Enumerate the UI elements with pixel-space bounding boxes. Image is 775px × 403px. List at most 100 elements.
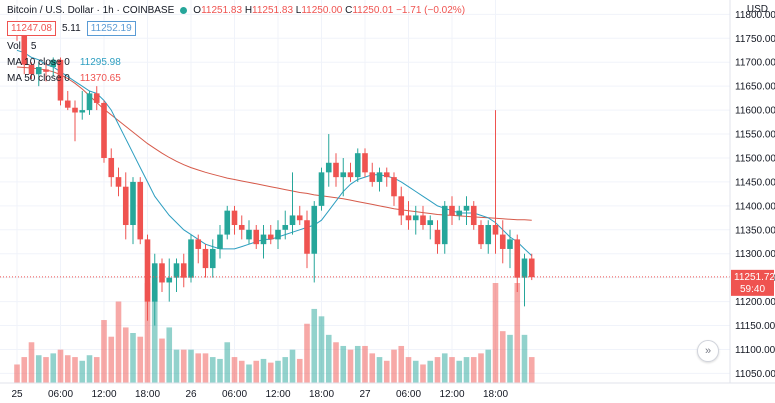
volume-bar [521, 334, 528, 383]
volume-bar [209, 357, 216, 383]
volume-bar [21, 357, 28, 383]
price-axis: 11800.00 11750.00 11700.00 11650.00 11600.00… [735, 10, 775, 380]
volume-bar [347, 349, 354, 383]
time-tick-label: 25 [11, 389, 23, 400]
time-tick-label: 12:00 [439, 389, 464, 400]
volume-bar [311, 308, 318, 383]
candle-body [311, 205, 318, 254]
candle-body [93, 93, 100, 103]
last-price-box [731, 269, 774, 296]
candle-body [159, 263, 165, 283]
price-tick-label: 11800.00 [735, 10, 775, 21]
candle-body [383, 172, 390, 178]
volume-bar [289, 349, 296, 383]
volume-bar [50, 353, 57, 383]
volume-bar [260, 358, 267, 383]
candles [14, 23, 535, 326]
indicator-volume[interactable]: Vol 5 [7, 41, 37, 52]
candle-body [253, 229, 260, 245]
volume-bar [304, 323, 310, 383]
candle-body [137, 181, 144, 240]
volume-bar [441, 353, 448, 383]
volume-bar [362, 345, 368, 383]
candle-body [398, 196, 405, 216]
time-tick-label: 18:00 [135, 389, 160, 400]
volume-bar [449, 357, 455, 383]
scroll-to-realtime-button[interactable]: » [697, 340, 719, 362]
volume-bar [173, 349, 180, 383]
candle-body [188, 239, 194, 278]
volume-bar [514, 283, 521, 383]
volume-bar [108, 336, 115, 383]
candle-body [470, 205, 477, 226]
volume-bar [499, 331, 506, 383]
volume-bar [398, 345, 405, 383]
candle-body [340, 172, 347, 178]
candle-body [354, 153, 361, 178]
candle-body [282, 225, 289, 230]
candle-body [180, 263, 187, 278]
candle-body [108, 157, 115, 178]
price-tick-label: 11150.00 [735, 321, 775, 332]
candle-body [43, 69, 49, 72]
volume-bar [354, 345, 361, 383]
volume-bar [253, 360, 260, 383]
time-tick-label: 06:00 [396, 389, 421, 400]
price-tick-label: 11450.00 [735, 177, 775, 188]
candle-body [449, 205, 455, 216]
volume-bar [72, 357, 78, 383]
candle-body [325, 162, 332, 173]
candle-body [434, 229, 441, 245]
candle-body [318, 172, 325, 206]
candle-body [231, 210, 238, 226]
volume-bar [180, 349, 187, 383]
candle-body [209, 248, 216, 269]
candle-body [202, 248, 209, 269]
volume-bar [470, 357, 477, 383]
candle-body [441, 205, 448, 245]
market-status-icon [180, 7, 188, 14]
volume-bar [231, 357, 238, 383]
indicator-ma50[interactable]: MA 50 close 0 11370.65 [7, 73, 121, 84]
volume-bar [340, 345, 347, 383]
volume-bar [376, 357, 383, 383]
ohlc-values: O11251.83 H11251.83 L11250.00 C11250.01 … [193, 5, 466, 16]
time-tick-label: 12:00 [265, 389, 290, 400]
volume-bar [195, 353, 202, 383]
indicator-ma10[interactable]: MA 10 close 0 11295.98 [7, 57, 121, 68]
sell-price-button[interactable]: 11247.08 [7, 21, 56, 36]
price-tick-label: 11350.00 [735, 225, 775, 236]
volume-bar [115, 301, 122, 383]
price-tick-label: 11750.00 [735, 34, 775, 45]
candle-body [173, 263, 180, 278]
volume-bar [412, 360, 419, 383]
candle-body [57, 59, 64, 101]
buy-price-button[interactable]: 11252.19 [86, 21, 136, 36]
candle-body [514, 239, 521, 278]
candle-body [456, 210, 463, 216]
candle-body [304, 220, 310, 254]
candle-body [420, 215, 426, 226]
candle-body [28, 64, 35, 75]
candle-body [21, 33, 28, 65]
candle-body [362, 153, 368, 173]
candle-body [267, 234, 274, 240]
volume-bar [333, 342, 339, 383]
volume-bar [282, 357, 289, 383]
volume-bar [507, 334, 513, 383]
time-tick-label: 18:00 [483, 389, 508, 400]
volume-bar [43, 357, 49, 383]
price-tick-label: 11600.00 [735, 106, 775, 117]
symbol-title[interactable]: Bitcoin / U.S. Dollar · 1h · COINBASE [7, 5, 175, 16]
candle-body [260, 234, 267, 245]
symbol-row: Bitcoin / U.S. Dollar · 1h · COINBASE O1… [7, 4, 465, 17]
candle-body [79, 110, 86, 113]
candle-body [217, 234, 223, 249]
bid-ask-row: 11247.08 5.11 11252.19 [7, 21, 136, 36]
candle-body [412, 215, 419, 221]
legend: Bitcoin / U.S. Dollar · 1h · COINBASE O1… [0, 0, 730, 90]
volume-bar [224, 342, 231, 383]
candle-body [369, 172, 376, 182]
candle-body [224, 210, 231, 235]
